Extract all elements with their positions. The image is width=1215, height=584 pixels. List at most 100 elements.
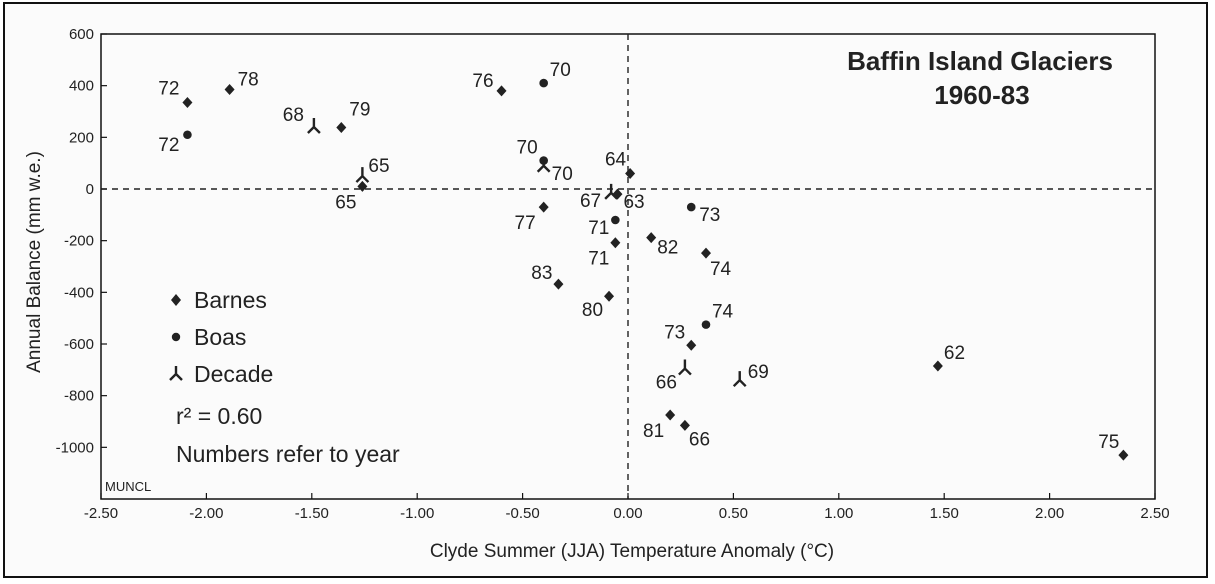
legend-label-barnes: Barnes: [194, 287, 267, 313]
point-year-label: 70: [552, 164, 573, 185]
y-tick-label: -600: [64, 336, 94, 353]
barnes-point: [700, 247, 711, 259]
x-tick-label: 2.00: [1035, 505, 1064, 522]
decade-point: [732, 371, 747, 388]
point-year-label: 69: [748, 362, 769, 383]
decade-point: [678, 359, 692, 376]
x-tick-label: -2.00: [189, 505, 223, 522]
barnes-point: [182, 96, 193, 108]
barnes-point: [604, 290, 615, 302]
point-year-label: 63: [623, 192, 644, 213]
point-year-label: 66: [689, 429, 710, 450]
y-axis-ticks: 600 400 200 0 -200 -400 -600 -800 -1000: [56, 26, 107, 456]
reference-lines: [101, 34, 1155, 499]
point-year-label: 75: [1098, 432, 1119, 453]
point-year-label: 68: [283, 105, 304, 126]
legend-item-decade: Decade: [169, 361, 273, 387]
point-year-label: 76: [472, 71, 493, 92]
y-tick-label: 200: [69, 129, 94, 146]
point-year-label: 62: [944, 343, 965, 364]
legend-item-barnes: Barnes: [171, 287, 267, 313]
y-tick-label: -200: [64, 233, 94, 250]
y-tick-label: -800: [64, 388, 94, 405]
point-year-label: 64: [605, 150, 627, 171]
year-note: Numbers refer to year: [176, 441, 400, 467]
diamond-marker-icon: [171, 294, 181, 306]
decade-point: [307, 118, 321, 134]
x-tick-label: 0.50: [719, 505, 748, 522]
point-year-label: 78: [238, 70, 259, 91]
boas-point: [539, 78, 548, 88]
tripod-marker-icon: [169, 366, 183, 381]
barnes-point: [686, 339, 697, 351]
barnes-point: [1118, 449, 1129, 461]
boas-point: [686, 202, 696, 212]
point-year-label: 70: [517, 138, 538, 159]
point-year-label: 71: [588, 249, 609, 270]
decade-point: [604, 183, 618, 200]
point-year-label: 77: [515, 213, 536, 234]
point-year-label: 65: [335, 192, 356, 213]
decade-point: [355, 167, 370, 183]
barnes-point: [646, 232, 657, 244]
legend-item-boas: Boas: [171, 324, 246, 350]
barnes-point: [665, 409, 676, 421]
point-year-label: 74: [712, 302, 734, 323]
r-squared-note: r² = 0.60: [176, 403, 262, 429]
barnes-point: [625, 168, 636, 179]
y-tick-label: 400: [69, 78, 94, 95]
x-tick-label: 0.00: [613, 505, 642, 522]
point-year-label: 70: [550, 60, 571, 81]
y-axis-title: Annual Balance (mm w.e.): [24, 151, 45, 373]
legend: Barnes Boas Decade: [169, 287, 273, 387]
point-year-label: 71: [588, 218, 609, 239]
barnes-point: [224, 84, 235, 96]
barnes-point: [932, 360, 943, 372]
point-year-label: 83: [531, 263, 552, 284]
y-tick-label: 0: [86, 181, 94, 198]
legend-label-boas: Boas: [194, 324, 246, 350]
figure-frame: [3, 2, 1208, 578]
circle-marker-icon: [171, 332, 181, 342]
point-year-label: 74: [710, 259, 732, 280]
point-year-label: 65: [368, 156, 389, 177]
corner-tag: MUNCL: [105, 479, 151, 494]
y-tick-label: -1000: [56, 439, 94, 456]
chart-subtitle: 1960-83: [934, 80, 1029, 110]
x-axis-ticks: -2.50 -2.00 -1.50 -1.00 -0.50 0.00 0.50 1.00 1.5…: [84, 493, 1170, 522]
point-year-label: 80: [582, 300, 603, 321]
point-year-label: 79: [349, 100, 370, 121]
x-tick-label: -1.50: [295, 505, 329, 522]
point-year-label: 72: [158, 135, 179, 156]
barnes-point: [679, 419, 690, 431]
barnes-point: [336, 122, 347, 134]
chart-title: Baffin Island Glaciers: [847, 46, 1113, 76]
boas-point: [183, 130, 192, 140]
decade-point: [536, 156, 551, 173]
point-year-label: 73: [699, 205, 720, 226]
x-tick-label: 1.00: [824, 505, 853, 522]
x-tick-label: -0.50: [505, 505, 539, 522]
barnes-point: [496, 85, 507, 97]
x-axis-title: Clyde Summer (JJA) Temperature Anomaly (…: [430, 541, 834, 562]
boas-point: [701, 320, 711, 329]
x-tick-label: 2.50: [1140, 505, 1169, 522]
barnes-point: [357, 180, 368, 192]
x-tick-label: -2.50: [84, 505, 118, 522]
legend-label-decade: Decade: [194, 361, 273, 387]
y-tick-label: -400: [64, 284, 94, 301]
point-year-label: 67: [580, 191, 601, 212]
barnes-point: [553, 278, 564, 290]
data-points: 72 78 79 65 76 77 83 80 71 63 64 82 73 74 81 66 62 75 72 70…: [158, 60, 1129, 461]
x-tick-label: -1.00: [400, 505, 434, 522]
barnes-point: [610, 237, 621, 249]
x-tick-label: 1.50: [930, 505, 959, 522]
point-year-label: 72: [158, 78, 179, 99]
point-year-label: 81: [643, 421, 664, 442]
y-tick-label: 600: [69, 26, 94, 43]
point-year-label: 73: [664, 322, 685, 343]
barnes-point: [538, 201, 549, 213]
point-year-label: 66: [656, 373, 677, 394]
point-year-label: 82: [657, 238, 678, 259]
